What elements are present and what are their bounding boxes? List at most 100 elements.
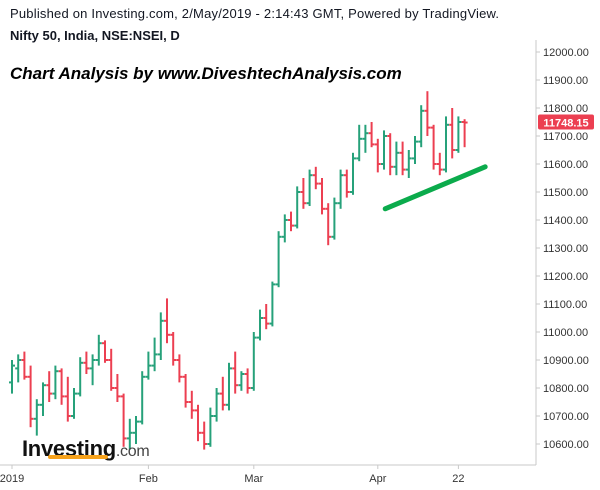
ohlc-bar [294,186,301,229]
ohlc-bar [461,119,468,148]
ohlc-bars [9,91,468,450]
ohlc-bar [145,351,152,380]
ohlc-bar [430,124,437,170]
ohlc-bar [46,371,53,402]
watermark-text: Chart Analysis by www.DiveshtechAnalysis… [10,64,402,83]
y-tick-label: 11300.00 [543,243,588,255]
ohlc-bar [195,404,201,442]
ohlc-bar [176,354,183,383]
ohlc-bar [443,116,449,173]
ohlc-bar [71,388,77,419]
ohlc-bar [33,399,40,436]
ohlc-bar [238,371,245,391]
x-tick-label: 2019 [0,473,24,485]
ohlc-bar [226,362,232,411]
ohlc-bar [213,388,220,422]
ohlc-bar [126,418,133,450]
ohlc-bar [387,133,394,176]
ohlc-bar [52,365,59,400]
ohlc-bar [288,211,294,232]
y-tick-label: 10700.00 [543,411,589,423]
y-tick-label: 11600.00 [543,159,588,171]
ohlc-bar [139,371,146,425]
ohlc-bar [300,178,307,209]
trendline-layer [382,164,488,212]
y-tick-label: 11100.00 [543,299,587,311]
ohlc-bar [350,152,356,195]
ohlc-bar [120,393,127,447]
ohlc-bar [77,357,84,397]
ohlc-bar [83,351,90,374]
ohlc-bar [269,281,276,327]
ohlc-bar [9,360,15,394]
ohlc-bar [108,348,115,391]
ohlc-bar [337,169,344,209]
ohlc-bar [418,105,425,148]
ohlc-bar [356,124,363,162]
last-price-label: 11748.15 [543,118,588,130]
ohlc-bar [188,390,195,419]
last-price-tag: 11748.15 [538,114,594,130]
ohlc-bar [95,334,102,366]
trendline [382,164,488,212]
ohlc-bar [207,407,214,447]
y-tick-label: 11500.00 [543,187,588,199]
ohlc-bar [325,203,332,246]
ohlc-bar [102,340,108,363]
ohlc-bar [257,309,263,341]
ohlc-bar [15,354,22,383]
ohlc-bar [157,312,164,360]
ohlc-bar [219,376,226,411]
x-axis-labels: 2019 Feb Mar Apr 22 [0,465,465,485]
ohlc-bar [331,197,338,240]
ohlc-bar [40,382,46,416]
published-info: Published on Investing.com, 2/May/2019 -… [10,6,500,21]
logo-accent-mark [48,455,108,459]
y-tick-label: 12000.00 [543,47,589,59]
ohlc-bar [244,368,251,394]
ohlc-bar [250,332,257,391]
ohlc-bar [170,332,177,366]
ohlc-bar [201,421,208,450]
ohlc-bar [374,138,381,173]
ohlc-bar [393,141,400,176]
ohlc-bar [424,91,431,136]
ohlc-bar [312,166,319,190]
ohlc-bar [455,116,462,153]
y-tick-label: 11900.00 [543,75,588,87]
ohlc-bar [399,141,406,176]
ohlc-bar [89,354,96,386]
x-tick-label: Feb [139,473,158,485]
ohlc-bar [281,214,288,243]
y-tick-label: 11200.00 [543,271,588,283]
y-axis-ticks: 12000.00 11900.00 11800.00 11700.00 11600.00… [536,47,589,451]
ohlc-bar [306,169,313,206]
last-price-tag-background [538,114,594,130]
instrument-title: Nifty 50, India, NSE:NSEI, D [10,28,180,43]
x-tick-label: 22 [452,473,464,485]
ohlc-bar [436,152,443,176]
y-tick-label: 11000.00 [543,327,588,339]
ohlc-bar [362,124,369,153]
y-tick-label: 10900.00 [543,355,589,367]
y-tick-label: 11400.00 [543,215,588,227]
ohlc-bar [275,231,282,288]
ohlc-bar [151,337,158,372]
ohlc-bar [164,298,170,344]
ohlc-bar [405,150,412,178]
ohlc-bar [412,136,418,164]
axes [0,40,537,466]
ohlc-bar [319,178,325,215]
y-tick-label: 10800.00 [543,383,589,395]
logo-suffix: .com [115,443,150,460]
ohlc-bar [449,108,456,159]
ohlc-bar [368,122,375,148]
y-tick-label: 10600.00 [543,439,589,451]
ohlc-bar [133,416,139,444]
ohlc-bar [263,304,270,330]
ohlc-bar [21,351,28,380]
ohlc-bar [343,169,350,198]
y-tick-label: 11800.00 [543,103,588,115]
y-tick-label: 11700.00 [543,131,588,143]
